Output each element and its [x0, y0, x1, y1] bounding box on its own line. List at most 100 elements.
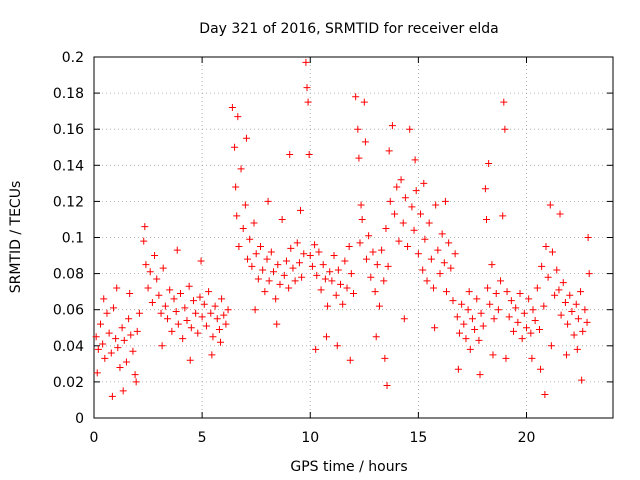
x-tick-label: 15 [409, 430, 427, 446]
data-point [194, 329, 202, 337]
data-point [411, 156, 419, 164]
data-point [170, 295, 178, 303]
data-point [324, 302, 332, 310]
data-point [492, 289, 500, 297]
data-point [92, 333, 100, 341]
data-point [477, 309, 485, 317]
data-point [343, 284, 351, 292]
data-point [436, 270, 444, 278]
data-point [122, 358, 130, 366]
data-point [148, 298, 156, 306]
data-point [202, 322, 210, 330]
data-point [357, 201, 365, 209]
y-tick-label: 0.1 [62, 231, 84, 247]
data-point [479, 322, 487, 330]
data-point [434, 246, 442, 254]
data-point [215, 326, 223, 334]
data-point [330, 252, 338, 260]
data-point [355, 154, 363, 162]
data-point [213, 315, 221, 323]
data-point [372, 333, 380, 341]
data-point [100, 295, 108, 303]
data-point [561, 298, 569, 306]
data-point [135, 309, 143, 317]
data-point [272, 295, 280, 303]
data-point [482, 215, 490, 223]
data-point [246, 235, 254, 243]
data-point [308, 262, 316, 270]
y-tick-label: 0.08 [53, 267, 84, 283]
data-point [356, 239, 364, 247]
data-point [421, 235, 429, 243]
data-point [541, 391, 549, 399]
data-point [112, 335, 120, 343]
data-point [142, 261, 150, 269]
data-point [570, 331, 578, 339]
data-point [265, 277, 273, 285]
data-point [447, 264, 455, 272]
data-point [460, 320, 468, 328]
data-point [248, 262, 256, 270]
data-point [232, 183, 240, 191]
data-point [192, 309, 200, 317]
data-point [583, 318, 591, 326]
data-point [533, 284, 541, 292]
data-point [332, 291, 340, 299]
data-point [328, 277, 336, 285]
data-point [484, 284, 492, 292]
data-point [453, 313, 461, 321]
data-point [400, 315, 408, 323]
data-point [132, 378, 140, 386]
data-point [153, 275, 161, 283]
data-point [96, 320, 104, 328]
data-point [273, 320, 281, 328]
data-point [361, 138, 369, 146]
data-point [501, 125, 509, 133]
data-point [120, 336, 128, 344]
data-point [159, 264, 167, 272]
data-points [92, 58, 593, 400]
data-point [211, 302, 219, 310]
data-point [101, 354, 109, 362]
data-point [228, 104, 236, 112]
data-point [391, 210, 399, 218]
data-point [380, 277, 388, 285]
data-point [129, 347, 137, 355]
data-point [276, 280, 284, 288]
data-point [251, 306, 259, 314]
data-point [220, 311, 228, 319]
data-point [383, 382, 391, 390]
data-point [239, 224, 247, 232]
data-point [161, 302, 169, 310]
data-point [254, 275, 262, 283]
data-point [393, 183, 401, 191]
data-point [259, 266, 267, 274]
data-point [289, 264, 297, 272]
data-point [157, 309, 165, 317]
data-point [499, 212, 507, 220]
data-point [126, 289, 134, 297]
y-tick-label: 0.14 [53, 158, 84, 174]
data-point [542, 243, 550, 251]
data-point [286, 150, 294, 158]
y-axis-label: SRMTID / TECUs [8, 181, 24, 294]
data-point [164, 315, 172, 323]
data-point [222, 320, 230, 328]
y-tick-label: 0.2 [62, 50, 84, 66]
data-point [321, 275, 329, 283]
data-point [133, 327, 141, 335]
data-point [234, 113, 242, 121]
chart-title: Day 321 of 2016, SRMTID for receiver eld… [199, 21, 498, 37]
data-point [322, 333, 330, 341]
data-point [566, 291, 574, 299]
data-point [462, 335, 470, 343]
data-point [302, 58, 310, 66]
data-point [399, 219, 407, 227]
data-point [362, 255, 370, 263]
x-tick-label: 5 [198, 430, 207, 446]
data-point [346, 356, 354, 364]
data-point [118, 324, 126, 332]
data-point [151, 252, 159, 260]
data-point [207, 309, 215, 317]
